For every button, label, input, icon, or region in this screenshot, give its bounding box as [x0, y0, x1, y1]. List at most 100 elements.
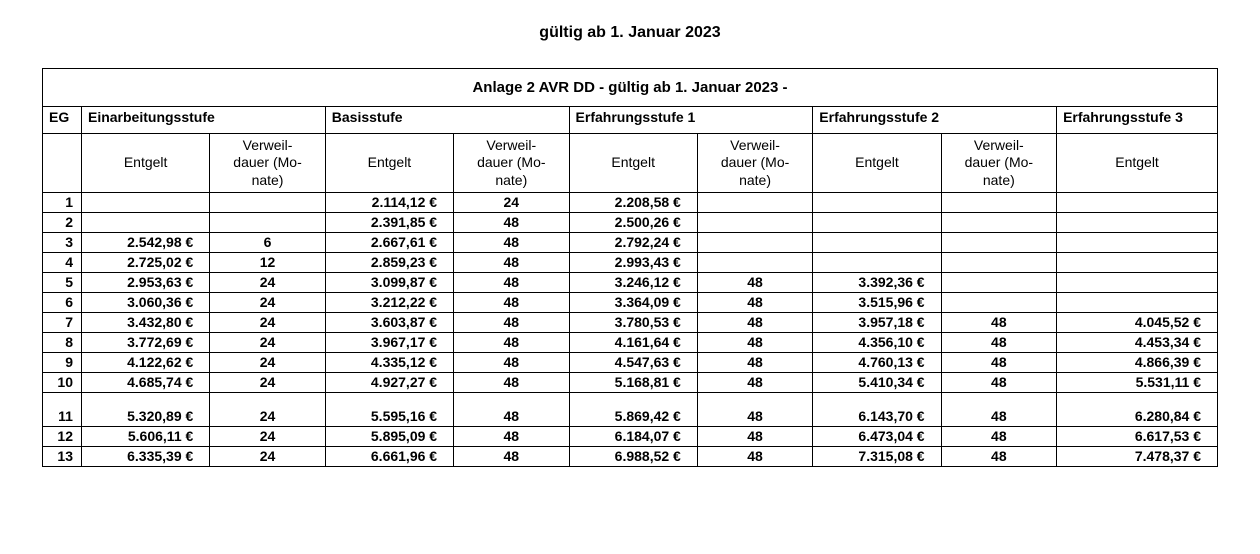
page-title: gültig ab 1. Januar 2023	[0, 24, 1260, 42]
cell-pay: 4.453,34 €	[1057, 333, 1217, 353]
spacer-cell	[43, 393, 81, 408]
cell-dur: 48	[697, 353, 812, 373]
table-row: 136.335,39 €246.661,96 €486.988,52 €487.…	[43, 447, 1217, 467]
col-subheader-pay-3: Entgelt	[813, 134, 941, 193]
cell-dur: 24	[210, 427, 325, 447]
cell-pay: 6.661,96 €	[325, 447, 453, 467]
cell-pay: 6.617,53 €	[1057, 427, 1217, 447]
cell-dur: 48	[454, 213, 569, 233]
col-header-group-2: Erfahrungsstufe 1	[569, 107, 813, 134]
cell-pay: 5.531,11 €	[1057, 373, 1217, 393]
cell-eg: 2	[43, 213, 81, 233]
cell-dur	[210, 193, 325, 213]
cell-dur: 48	[941, 407, 1056, 427]
cell-pay: 3.780,53 €	[569, 313, 697, 333]
cell-pay	[81, 213, 209, 233]
salary-table: EG Einarbeitungsstufe Basisstufe Erfahru…	[43, 107, 1217, 466]
cell-pay	[813, 193, 941, 213]
table-row: 104.685,74 €244.927,27 €485.168,81 €485.…	[43, 373, 1217, 393]
col-subheader-dur-2: Verweil- dauer (Mo- nate)	[697, 134, 812, 193]
cell-dur: 24	[454, 193, 569, 213]
cell-pay	[813, 253, 941, 273]
cell-pay: 4.335,12 €	[325, 353, 453, 373]
cell-dur: 48	[697, 273, 812, 293]
cell-dur: 48	[454, 427, 569, 447]
cell-pay: 5.595,16 €	[325, 407, 453, 427]
cell-dur	[697, 233, 812, 253]
cell-pay: 3.060,36 €	[81, 293, 209, 313]
cell-pay: 6.184,07 €	[569, 427, 697, 447]
cell-pay	[1057, 193, 1217, 213]
cell-dur: 48	[454, 447, 569, 467]
cell-pay: 2.667,61 €	[325, 233, 453, 253]
cell-dur: 48	[697, 427, 812, 447]
cell-pay: 3.392,36 €	[813, 273, 941, 293]
cell-pay: 5.320,89 €	[81, 407, 209, 427]
spacer-cell	[697, 393, 812, 408]
cell-pay	[813, 233, 941, 253]
cell-eg: 11	[43, 407, 81, 427]
cell-dur: 48	[941, 313, 1056, 333]
spacer-cell	[941, 393, 1056, 408]
cell-pay: 3.246,12 €	[569, 273, 697, 293]
spacer-cell	[81, 393, 209, 408]
cell-pay: 5.410,34 €	[813, 373, 941, 393]
cell-pay: 2.953,63 €	[81, 273, 209, 293]
cell-pay: 7.478,37 €	[1057, 447, 1217, 467]
cell-pay: 2.114,12 €	[325, 193, 453, 213]
cell-dur: 24	[210, 333, 325, 353]
cell-pay: 4.760,13 €	[813, 353, 941, 373]
cell-dur: 48	[697, 373, 812, 393]
cell-dur: 48	[454, 333, 569, 353]
cell-dur: 24	[210, 313, 325, 333]
col-subheader-pay-1: Entgelt	[325, 134, 453, 193]
cell-dur: 48	[454, 273, 569, 293]
cell-dur	[210, 213, 325, 233]
cell-pay: 6.988,52 €	[569, 447, 697, 467]
cell-eg: 9	[43, 353, 81, 373]
cell-pay: 2.993,43 €	[569, 253, 697, 273]
cell-pay: 3.957,18 €	[813, 313, 941, 333]
cell-eg: 4	[43, 253, 81, 273]
cell-dur	[941, 273, 1056, 293]
cell-pay	[813, 213, 941, 233]
cell-dur: 48	[697, 447, 812, 467]
cell-dur: 48	[454, 373, 569, 393]
col-header-group-1: Basisstufe	[325, 107, 569, 134]
cell-dur: 24	[210, 407, 325, 427]
cell-dur	[941, 193, 1056, 213]
spacer-cell	[210, 393, 325, 408]
cell-pay: 2.500,26 €	[569, 213, 697, 233]
cell-dur: 48	[697, 333, 812, 353]
table-row: 2 2.391,85 €482.500,26 €	[43, 213, 1217, 233]
cell-pay: 2.859,23 €	[325, 253, 453, 273]
cell-pay	[1057, 253, 1217, 273]
cell-dur: 12	[210, 253, 325, 273]
cell-pay: 2.725,02 €	[81, 253, 209, 273]
col-subheader-dur-3: Verweil- dauer (Mo- nate)	[941, 134, 1056, 193]
col-subheader-pay-0: Entgelt	[81, 134, 209, 193]
col-header-eg: EG	[43, 107, 81, 134]
col-header-group-0: Einarbeitungsstufe	[81, 107, 325, 134]
cell-pay: 2.391,85 €	[325, 213, 453, 233]
col-subheader-pay-2: Entgelt	[569, 134, 697, 193]
cell-dur: 48	[454, 233, 569, 253]
salary-table-container: Anlage 2 AVR DD - gültig ab 1. Januar 20…	[42, 68, 1218, 467]
cell-pay: 4.927,27 €	[325, 373, 453, 393]
page: gültig ab 1. Januar 2023 Anlage 2 AVR DD…	[0, 0, 1260, 467]
cell-pay: 3.515,96 €	[813, 293, 941, 313]
cell-pay: 3.967,17 €	[325, 333, 453, 353]
cell-dur: 6	[210, 233, 325, 253]
cell-eg: 5	[43, 273, 81, 293]
table-row: 125.606,11 €245.895,09 €486.184,07 €486.…	[43, 427, 1217, 447]
cell-dur: 48	[941, 333, 1056, 353]
cell-pay: 4.547,63 €	[569, 353, 697, 373]
table-row: 52.953,63 €243.099,87 €483.246,12 €483.3…	[43, 273, 1217, 293]
cell-dur: 48	[697, 313, 812, 333]
cell-pay: 6.473,04 €	[813, 427, 941, 447]
cell-pay: 2.792,24 €	[569, 233, 697, 253]
spacer-cell	[1057, 393, 1217, 408]
cell-dur: 48	[454, 293, 569, 313]
table-row: 94.122,62 €244.335,12 €484.547,63 €484.7…	[43, 353, 1217, 373]
cell-pay	[1057, 273, 1217, 293]
